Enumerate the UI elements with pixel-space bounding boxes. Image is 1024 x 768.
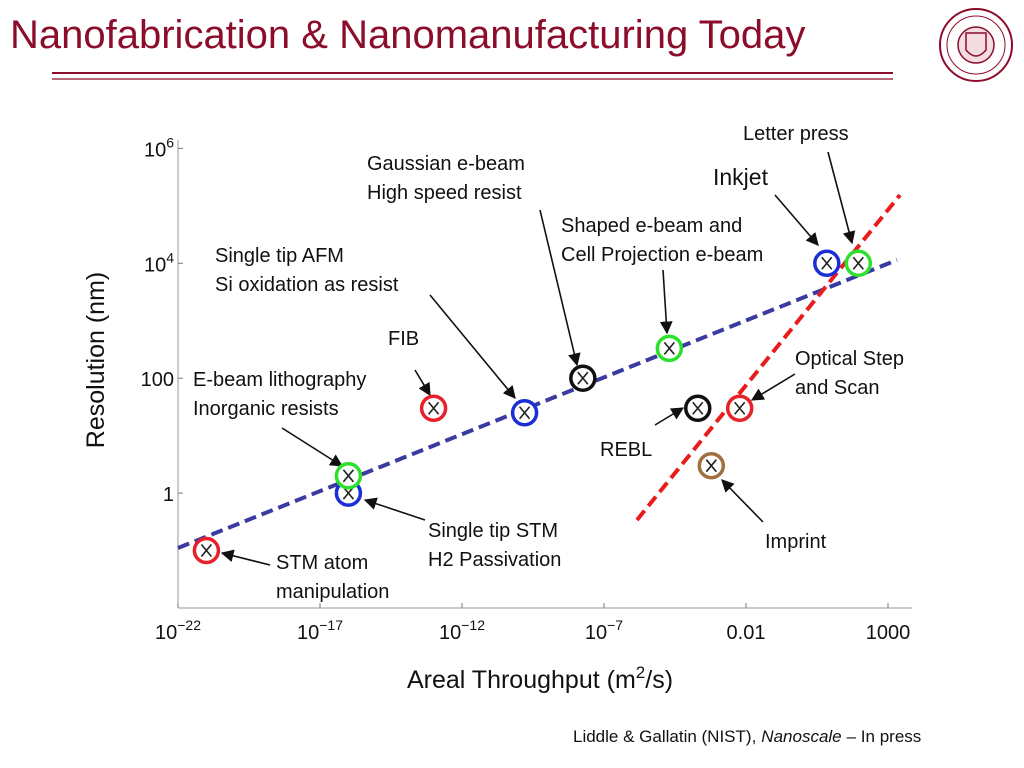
annotation: REBL (600, 439, 652, 461)
annotation-arrow (774, 194, 819, 246)
x-tick-label: 10−22 (155, 617, 201, 644)
annotation-arrow (363, 497, 426, 521)
annotation-arrow (429, 294, 516, 399)
annotation: manipulation (276, 581, 389, 603)
x-tick-label-base: 10 (585, 622, 607, 644)
point-x (200, 544, 213, 558)
x-tick-label-exponent: −22 (177, 617, 201, 633)
annotation: Cell Projection e-beam (561, 244, 763, 266)
annotation-arrow (281, 427, 344, 467)
annotation: Single tip AFM (215, 245, 344, 267)
point-x (518, 406, 531, 420)
annotation-arrow (539, 209, 581, 367)
trend-line (635, 193, 902, 522)
annotation: FIB (388, 328, 419, 350)
annotation: Optical Step (795, 348, 904, 370)
annotation: Imprint (765, 531, 827, 553)
x-tick-label-exponent: −17 (319, 617, 343, 633)
point (192, 536, 221, 565)
x-tick-label: 10−7 (585, 617, 623, 644)
point-x (734, 401, 746, 415)
annotation: Si oxidation as resist (215, 274, 399, 296)
annotation-arrow (659, 269, 673, 335)
annotation: Letter press (743, 123, 849, 145)
citation-note: – In press (847, 727, 922, 746)
x-tick-label: 10−17 (297, 617, 343, 644)
point-x (692, 401, 704, 415)
point (655, 334, 684, 363)
y-tick-label: 1 (163, 484, 174, 506)
citation: Liddle & Gallatin (NIST), Nanoscale – In p… (573, 727, 921, 746)
y-tick-label: 106 (144, 134, 174, 161)
y-tick-label-exponent: 6 (166, 134, 174, 150)
x-tick-label: 10−12 (439, 617, 485, 644)
point (569, 364, 597, 392)
annotation: High speed resist (367, 182, 522, 204)
x-axis-label-sup: 2 (636, 663, 645, 682)
point-x (342, 469, 355, 483)
annotation: Shaped e-beam and (561, 215, 742, 237)
point (334, 462, 363, 490)
point (697, 451, 726, 480)
y-axis-label: Resolution (nm) (82, 272, 110, 448)
point-x (821, 256, 833, 270)
annotation: and Scan (795, 377, 880, 399)
x-tick-label-base: 10 (155, 622, 177, 644)
x-tick-label-exponent: −12 (461, 617, 485, 633)
annotation-arrow (721, 479, 764, 523)
x-tick-label-exponent: −7 (607, 617, 623, 633)
point (683, 394, 712, 422)
annotation-arrow (827, 151, 856, 245)
x-tick-label-base: 10 (297, 622, 319, 644)
point (844, 249, 873, 278)
y-tick-label-exponent: 4 (166, 249, 174, 265)
x-axis-label-part: Areal Throughput (m (407, 666, 636, 694)
point (419, 394, 448, 422)
plot: 10−22 10−17 10−12 10−7 0.01 10001100104106Are… (82, 123, 912, 694)
annotation-arrow (654, 407, 685, 426)
annotation-arrow (750, 373, 796, 401)
x-tick-label-base: 10 (439, 622, 461, 644)
point-x (577, 371, 589, 385)
x-tick-label: 0.01 (727, 622, 766, 644)
y-tick-label-base: 10 (144, 139, 166, 161)
x-tick-label: 1000 (866, 622, 911, 644)
y-tick-label-base: 10 (144, 254, 166, 276)
x-axis-label: Areal Throughput (m2/s) (407, 663, 673, 694)
citation-author: Liddle & Gallatin (NIST), (573, 727, 756, 746)
y-tick-label: 100 (141, 369, 174, 391)
point-x (663, 341, 675, 355)
logo (939, 8, 1013, 82)
point (813, 249, 841, 278)
y-tick-label: 104 (144, 249, 174, 276)
annotation: H2 Passivation (428, 549, 561, 571)
annotation: Gaussian e-beam (367, 153, 525, 175)
point (510, 399, 539, 427)
point (725, 394, 754, 422)
point-x (427, 401, 440, 415)
trend-line (177, 258, 898, 550)
citation-journal: Nanoscale (761, 727, 841, 746)
annotation: Inkjet (713, 164, 769, 190)
annotation: STM atom (276, 552, 368, 574)
annotation: Single tip STM (428, 520, 558, 542)
point-x (852, 256, 864, 270)
slide-title: Nanofabrication & Nanomanufacturing Toda… (10, 13, 805, 57)
annotation-arrow (414, 369, 431, 397)
x-axis-label-part: /s) (645, 666, 673, 694)
annotation: E-beam lithography (193, 369, 366, 391)
annotation-arrow (220, 549, 271, 566)
point-x (705, 459, 717, 473)
annotation: Inorganic resists (193, 398, 339, 420)
